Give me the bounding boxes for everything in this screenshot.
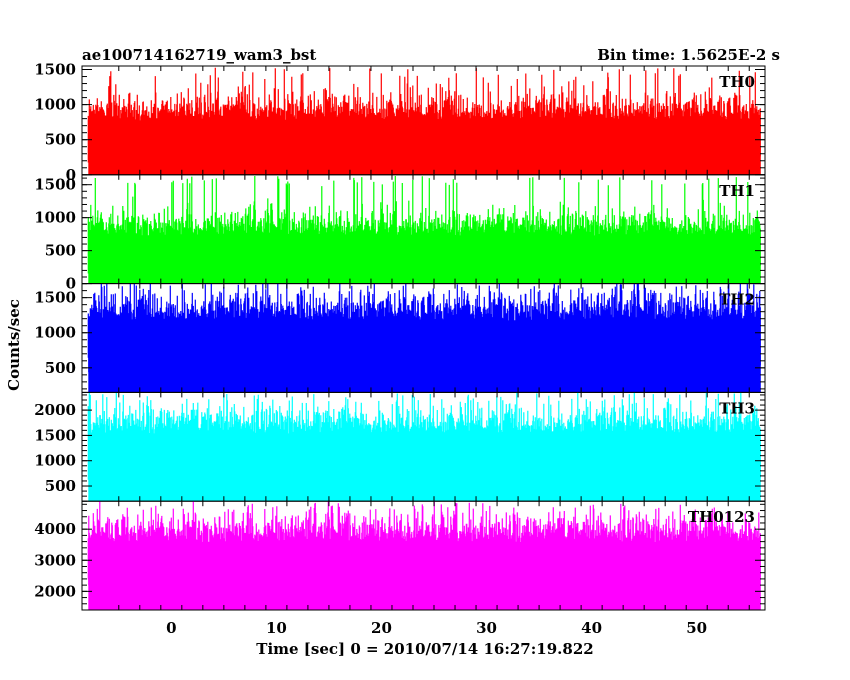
x-tick-label: 50 xyxy=(686,619,707,637)
y-tick-label: 2000 xyxy=(34,582,76,600)
series-th2-line xyxy=(87,283,761,393)
series-label-th0123: TH0123 xyxy=(688,508,755,526)
y-tick-label: 500 xyxy=(45,131,76,149)
series-label-th3: TH3 xyxy=(719,399,755,417)
chart-title: ae100714162719_wam3_bst xyxy=(82,46,316,64)
y-tick-label: 500 xyxy=(45,242,76,260)
y-tick-label: 4000 xyxy=(34,520,76,538)
series-label-th1: TH1 xyxy=(719,182,755,200)
series-th1-line xyxy=(87,176,761,284)
y-tick-label: 1000 xyxy=(34,324,76,342)
panel-frame xyxy=(81,500,766,611)
y-tick-label: 1500 xyxy=(34,426,76,444)
bin-time-label: Bin time: 1.5625E-2 s xyxy=(597,46,780,64)
y-tick-label: 500 xyxy=(45,359,76,377)
y-tick-label: 3000 xyxy=(34,551,76,569)
panel-th0: 0 500 1000 1500 TH0 xyxy=(34,61,766,184)
panel-th2: 500 1000 1500 TH2 xyxy=(34,283,766,393)
x-tick-label: 0 xyxy=(166,619,176,637)
y-tick-label: 1500 xyxy=(34,289,76,307)
y-tick-label: 1000 xyxy=(34,96,76,114)
x-axis-label: Time [sec] 0 = 2010/07/14 16:27:19.822 xyxy=(256,640,593,658)
y-tick-label: 1000 xyxy=(34,209,76,227)
x-tick-label: 20 xyxy=(371,619,392,637)
y-axis-label: Counts/sec xyxy=(5,299,23,391)
y-tick-label: 1500 xyxy=(34,176,76,194)
series-th0123-line xyxy=(87,501,761,610)
x-tick-label: 40 xyxy=(581,619,602,637)
x-axis: 0 10 20 30 40 50 xyxy=(166,619,707,637)
x-tick-label: 10 xyxy=(266,619,287,637)
y-tick-label: 500 xyxy=(45,477,76,495)
panels: 0 500 1000 1500 TH0 0 500 1000 1500 TH1 500 1000 150… xyxy=(34,61,766,611)
y-tick-label: 0 xyxy=(66,166,76,184)
series-label-th0: TH0 xyxy=(719,73,755,91)
y-tick-label: 0 xyxy=(66,275,76,293)
series-label-th2: TH2 xyxy=(719,291,755,309)
y-tick-label: 1500 xyxy=(34,61,76,79)
panel-th0123: 2000 3000 4000 TH0123 xyxy=(34,500,766,611)
y-tick-label: 2000 xyxy=(34,401,76,419)
panel-th1: 0 500 1000 1500 TH1 xyxy=(34,174,766,293)
y-tick-label: 1000 xyxy=(34,452,76,470)
x-tick-label: 30 xyxy=(476,619,497,637)
series-th0-line xyxy=(87,67,761,175)
panel-th3: 500 1000 1500 2000 TH3 xyxy=(34,391,766,502)
series-th3-line xyxy=(87,392,761,502)
